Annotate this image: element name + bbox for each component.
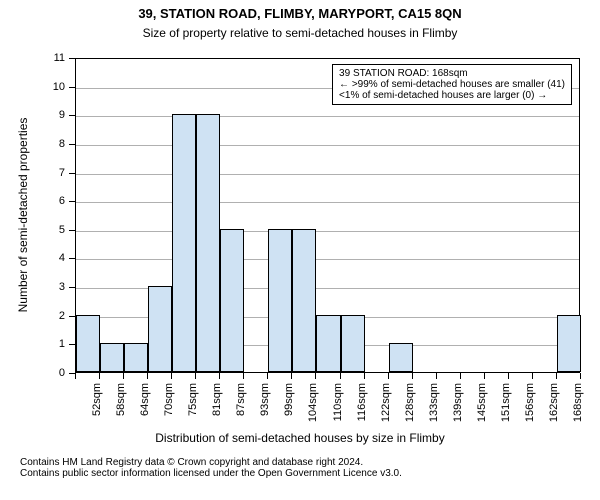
x-tick: [267, 373, 268, 379]
x-tick-label: 116sqm: [356, 383, 368, 443]
x-tick-label: 168sqm: [572, 383, 584, 443]
legend-box: 39 STATION ROAD: 168sqm ← >99% of semi-d…: [332, 64, 572, 105]
gridline: [76, 145, 579, 146]
bar: [268, 229, 292, 372]
gridline: [76, 174, 579, 175]
y-tick: [69, 115, 75, 116]
chart-container: 39, STATION ROAD, FLIMBY, MARYPORT, CA15…: [0, 0, 600, 500]
x-tick: [412, 373, 413, 379]
x-tick-label: 75sqm: [187, 383, 199, 443]
y-tick-label: 8: [0, 138, 65, 150]
bar: [220, 229, 244, 372]
x-tick: [580, 373, 581, 379]
y-tick-label: 3: [0, 281, 65, 293]
x-tick: [171, 373, 172, 379]
x-tick: [243, 373, 244, 379]
x-tick-label: 64sqm: [139, 383, 151, 443]
y-tick-label: 4: [0, 252, 65, 264]
y-tick-label: 2: [0, 310, 65, 322]
x-tick-label: 93sqm: [259, 383, 271, 443]
bar: [341, 315, 365, 372]
x-tick-label: 87sqm: [235, 383, 247, 443]
x-tick: [508, 373, 509, 379]
x-tick: [291, 373, 292, 379]
y-axis-label: Number of semi-detached properties: [16, 100, 30, 330]
x-tick: [436, 373, 437, 379]
x-tick: [99, 373, 100, 379]
gridline: [76, 231, 579, 232]
y-tick: [69, 144, 75, 145]
gridline: [76, 202, 579, 203]
x-tick: [75, 373, 76, 379]
y-tick: [69, 230, 75, 231]
y-tick-label: 1: [0, 338, 65, 350]
x-tick-label: 122sqm: [380, 383, 392, 443]
x-tick-label: 151sqm: [500, 383, 512, 443]
x-tick: [364, 373, 365, 379]
bar: [292, 229, 316, 372]
bar: [196, 114, 220, 372]
bar: [557, 315, 581, 372]
x-tick-label: 145sqm: [476, 383, 488, 443]
y-tick-label: 0: [0, 367, 65, 379]
y-tick: [69, 201, 75, 202]
y-tick: [69, 258, 75, 259]
x-tick-label: 162sqm: [548, 383, 560, 443]
y-tick: [69, 58, 75, 59]
bar: [76, 315, 100, 372]
x-tick-label: 58sqm: [115, 383, 127, 443]
x-tick-label: 104sqm: [307, 383, 319, 443]
bar: [124, 343, 148, 372]
footer: Contains HM Land Registry data © Crown c…: [20, 457, 600, 479]
bar: [389, 343, 413, 372]
x-tick: [388, 373, 389, 379]
x-tick-label: 99sqm: [283, 383, 295, 443]
y-tick: [69, 87, 75, 88]
x-tick-label: 156sqm: [524, 383, 536, 443]
y-tick: [69, 173, 75, 174]
x-tick: [315, 373, 316, 379]
x-tick-label: 128sqm: [404, 383, 416, 443]
gridline: [76, 116, 579, 117]
x-tick: [340, 373, 341, 379]
legend-line-3: <1% of semi-detached houses are larger (…: [339, 90, 565, 101]
bar: [172, 114, 196, 372]
chart-title: 39, STATION ROAD, FLIMBY, MARYPORT, CA15…: [0, 6, 600, 21]
legend-line-1: 39 STATION ROAD: 168sqm: [339, 68, 565, 79]
x-tick-label: 52sqm: [91, 383, 103, 443]
y-tick-label: 6: [0, 195, 65, 207]
x-tick: [219, 373, 220, 379]
y-tick: [69, 344, 75, 345]
y-tick: [69, 287, 75, 288]
bar: [148, 286, 172, 372]
bar: [316, 315, 340, 372]
y-tick: [69, 316, 75, 317]
chart-subtitle: Size of property relative to semi-detach…: [0, 26, 600, 40]
x-tick: [556, 373, 557, 379]
y-tick-label: 10: [0, 81, 65, 93]
x-tick-label: 110sqm: [332, 383, 344, 443]
x-tick-label: 139sqm: [452, 383, 464, 443]
y-tick-label: 11: [0, 52, 65, 64]
x-tick-label: 81sqm: [211, 383, 223, 443]
x-tick: [147, 373, 148, 379]
x-tick: [484, 373, 485, 379]
footer-line-2: Contains public sector information licen…: [20, 468, 600, 479]
gridline: [76, 259, 579, 260]
bar: [100, 343, 124, 372]
x-tick: [532, 373, 533, 379]
x-tick: [123, 373, 124, 379]
y-tick-label: 5: [0, 224, 65, 236]
y-tick-label: 7: [0, 167, 65, 179]
plot-area: [75, 58, 580, 373]
x-tick-label: 70sqm: [163, 383, 175, 443]
y-tick-label: 9: [0, 109, 65, 121]
x-tick-label: 133sqm: [428, 383, 440, 443]
x-tick: [195, 373, 196, 379]
legend-line-2: ← >99% of semi-detached houses are small…: [339, 79, 565, 90]
x-tick: [460, 373, 461, 379]
footer-line-1: Contains HM Land Registry data © Crown c…: [20, 457, 600, 468]
